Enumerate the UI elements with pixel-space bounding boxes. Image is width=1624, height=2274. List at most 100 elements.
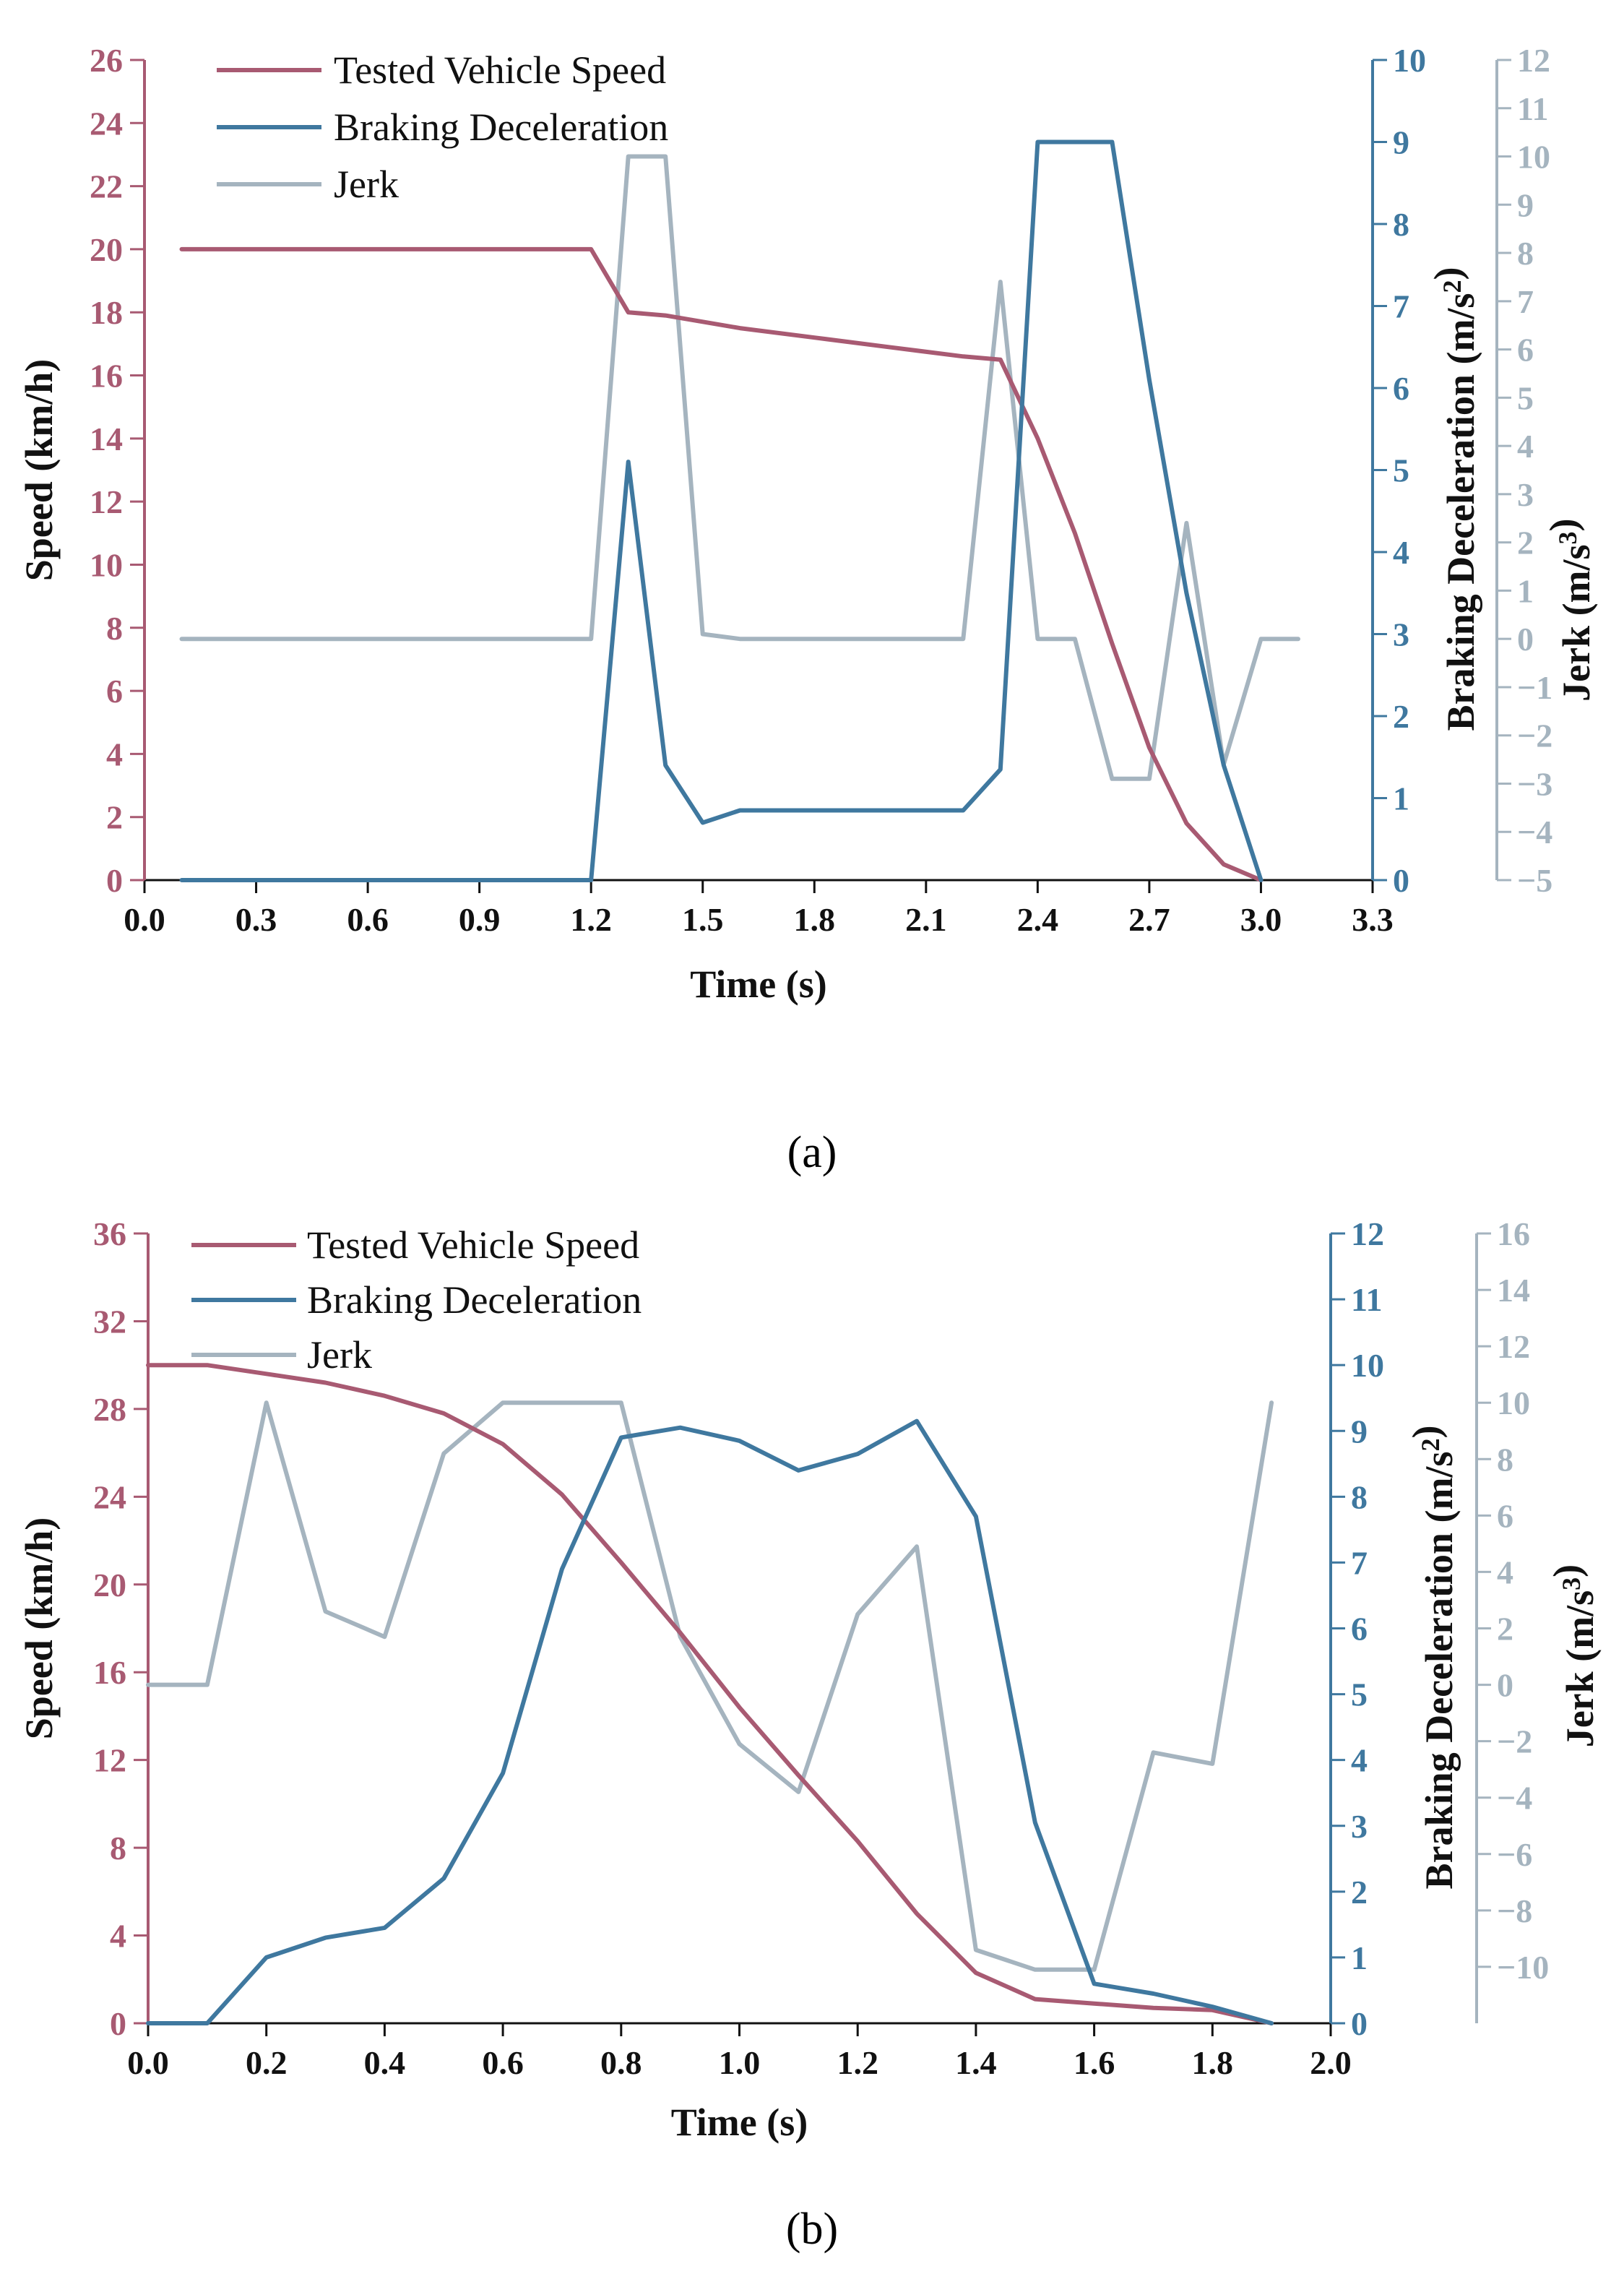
decel-tick-label: 6 [1351,1611,1368,1648]
chart-a-svg: 0.0 0.3 0.6 0.9 1.2 1.5 1.8 2.1 2.4 2.7 3.0 3.30246… [17,42,1598,1177]
x-tick-label: 0.9 [459,901,501,938]
decel-tick-label: 8 [1393,206,1409,243]
jerk-tick-label: 12 [1497,1328,1530,1365]
x-tick-label: 1.2 [837,2044,878,2081]
speed-tick-label: 8 [110,1830,126,1866]
jerk-tick-label: 14 [1497,1272,1530,1309]
speed-tick-label: 20 [93,1567,126,1603]
x-tick-label: 2.7 [1128,901,1170,938]
jerk-tick-label: 7 [1517,283,1534,320]
x-tick-label: 1.8 [794,901,836,938]
legend-speed-label: Tested Vehicle Speed [307,1223,639,1267]
decel-tick-label: 0 [1351,2005,1368,2042]
decel-tick-label: 2 [1393,698,1409,735]
decel-tick-label: 1 [1393,780,1409,817]
x-tick-label: 0.0 [124,901,165,938]
x-tick-label: 0.6 [482,2044,524,2081]
speed-tick-label: 0 [110,2005,126,2042]
speed-series-line [179,246,1264,882]
jerk-series-line [146,1400,1274,1972]
legend-jerk-label: Jerk [307,1333,372,1377]
decel-tick-label: 3 [1351,1808,1368,1845]
jerk-tick-label: 10 [1497,1384,1530,1421]
jerk-axis-title: Jerk (m/s3) [1545,1564,1602,1747]
speed-tick-label: 20 [90,231,123,268]
x-tick-label: 3.3 [1352,901,1394,938]
speed-tick-label: 12 [93,1742,126,1779]
x-axis-title: Time (s) [671,2101,808,2144]
jerk-tick-label: −6 [1497,1836,1532,1873]
decel-tick-label: 12 [1351,1215,1384,1252]
jerk-axis-title: Jerk (m/s3) [1542,518,1598,701]
jerk-tick-label: 10 [1517,139,1550,176]
speed-tick-label: 2 [106,799,123,836]
decel-tick-label: 4 [1351,1742,1368,1779]
decel-tick-label: 6 [1393,370,1409,407]
x-axis-title: Time (s) [690,962,826,1006]
jerk-tick-label: 0 [1497,1667,1513,1704]
jerk-tick-label: 11 [1517,90,1548,127]
x-tick-label: 1.0 [719,2044,761,2081]
x-tick-label: 1.5 [682,901,724,938]
jerk-tick-label: 0 [1517,621,1534,658]
speed-tick-label: 8 [106,610,123,647]
decel-tick-label: 9 [1351,1413,1368,1450]
decel-axis-title: Braking Deceleration (m/s2) [1426,267,1482,731]
decel-tick-label: 3 [1393,616,1409,653]
decel-tick-label: 11 [1351,1281,1382,1318]
speed-tick-label: 14 [90,421,123,457]
speed-tick-label: 28 [93,1391,126,1428]
decel-tick-label: 4 [1393,534,1409,571]
jerk-tick-label: 3 [1517,476,1534,513]
jerk-tick-label: 6 [1497,1497,1513,1534]
jerk-tick-label: 8 [1497,1441,1513,1478]
decel-tick-label: 2 [1351,1874,1368,1911]
speed-tick-label: 36 [93,1215,126,1252]
jerk-tick-label: 2 [1517,525,1534,561]
speed-tick-label: 24 [90,105,123,142]
x-tick-label: 2.1 [905,901,947,938]
jerk-tick-label: −10 [1497,1949,1549,1986]
jerk-tick-label: −5 [1517,862,1552,899]
x-tick-label: 0.4 [364,2044,406,2081]
jerk-tick-label: −4 [1517,814,1552,850]
decel-series-line [146,1418,1274,2025]
jerk-tick-label: 12 [1517,42,1550,79]
speed-tick-label: 16 [90,358,123,395]
decel-tick-label: 7 [1393,288,1409,325]
speed-series-line [146,1363,1274,2025]
decel-tick-label: 10 [1351,1347,1384,1384]
figure-caption: (a) [787,1128,837,1177]
decel-tick-label: 5 [1351,1676,1368,1713]
decel-series-line [179,139,1264,882]
jerk-tick-label: 1 [1517,572,1534,609]
x-tick-label: 0.8 [600,2044,642,2081]
jerk-tick-label: 4 [1517,428,1534,465]
decel-tick-label: 1 [1351,1939,1368,1976]
x-tick-label: 3.0 [1240,901,1282,938]
x-tick-label: 1.4 [955,2044,997,2081]
jerk-tick-label: 8 [1517,235,1534,272]
x-tick-label: 0.0 [127,2044,169,2081]
speed-tick-label: 12 [90,483,123,520]
jerk-tick-label: −3 [1517,765,1552,802]
jerk-tick-label: 2 [1497,1611,1513,1648]
speed-tick-label: 18 [90,294,123,331]
x-tick-label: 0.6 [347,901,389,938]
jerk-tick-label: −8 [1497,1892,1532,1929]
jerk-tick-label: 6 [1517,332,1534,369]
legend-decel-label: Braking Deceleration [307,1278,642,1322]
jerk-tick-label: 16 [1497,1215,1530,1252]
jerk-tick-label: −2 [1517,718,1552,754]
figure-caption: (b) [786,2205,838,2254]
speed-tick-label: 26 [90,42,123,79]
x-tick-label: 1.8 [1192,2044,1234,2081]
jerk-tick-label: −1 [1517,669,1552,706]
speed-tick-label: 6 [106,673,123,710]
decel-tick-label: 7 [1351,1544,1368,1581]
speed-tick-label: 4 [110,1918,126,1955]
chart-panel-a: 0.0 0.3 0.6 0.9 1.2 1.5 1.8 2.1 2.4 2.7 3.0 3.3 0 2 4 6… [17,42,1598,1177]
jerk-tick-label: −2 [1497,1723,1532,1760]
speed-tick-label: 4 [106,736,123,772]
jerk-tick-label: 4 [1497,1554,1513,1590]
